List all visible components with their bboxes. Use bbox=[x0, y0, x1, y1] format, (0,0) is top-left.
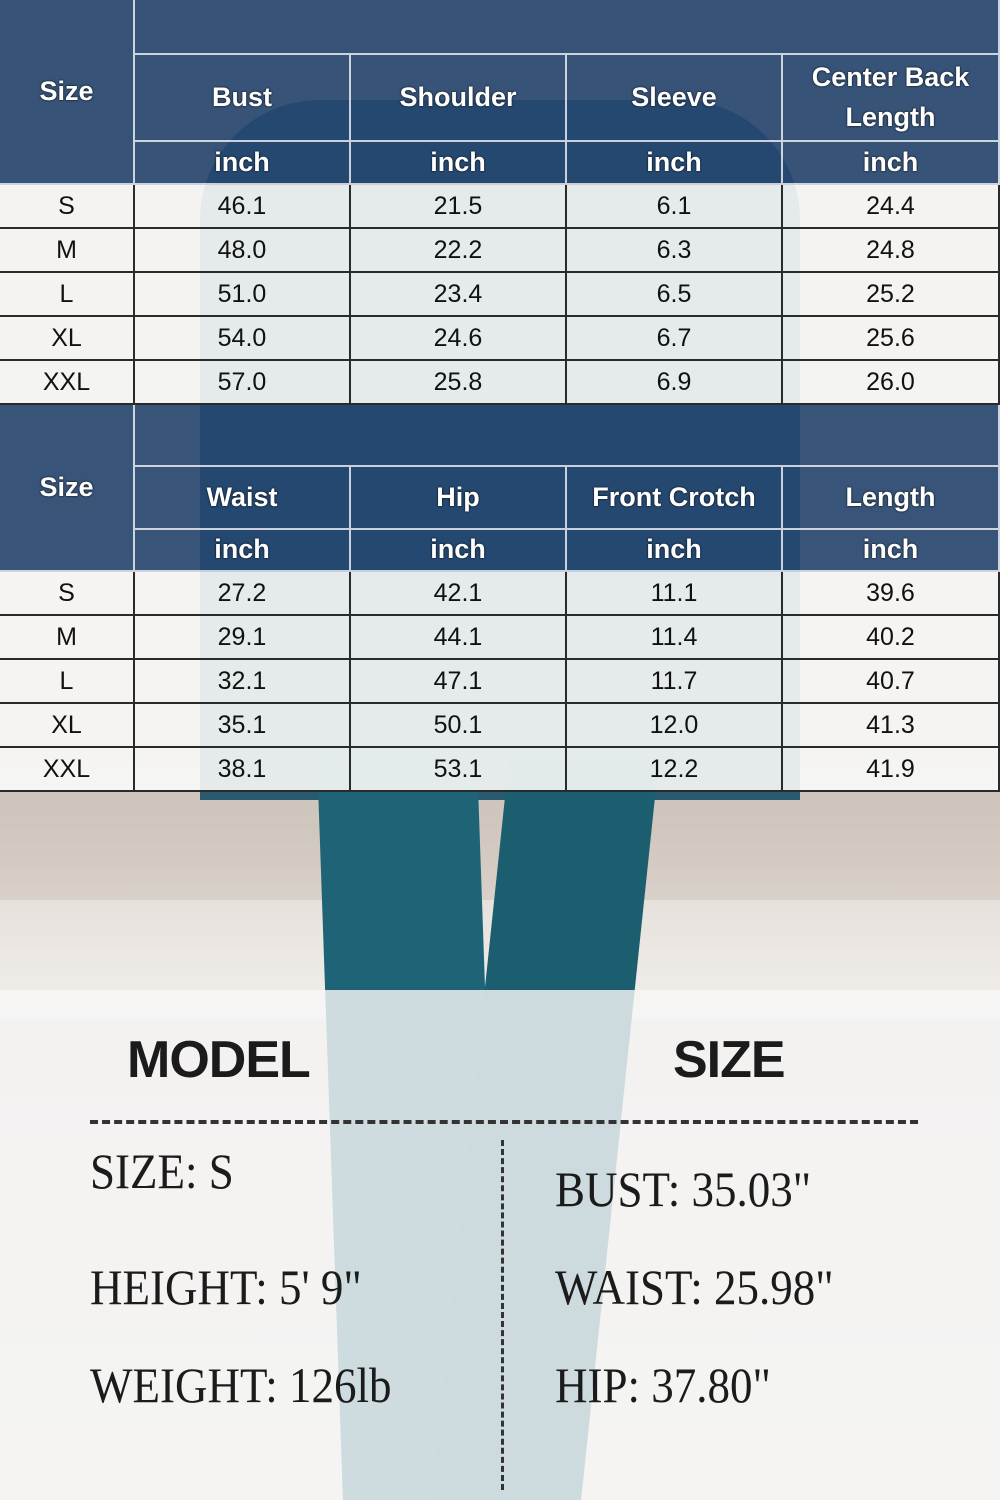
horizontal-divider bbox=[90, 1120, 918, 1124]
measurement-cell: 32.1 bbox=[135, 660, 351, 704]
measurement-cell: 41.9 bbox=[783, 748, 1000, 792]
size-title: SIZE bbox=[673, 1031, 786, 1089]
unit-label: inch bbox=[567, 142, 783, 185]
measurement-cell: 6.3 bbox=[567, 229, 783, 273]
measurement-cell: 11.1 bbox=[567, 572, 783, 616]
unit-label: inch bbox=[351, 142, 567, 185]
measurement-cell: 35.1 bbox=[135, 704, 351, 748]
size-cell: XL bbox=[0, 317, 135, 361]
column-header: Length bbox=[783, 467, 1000, 530]
bottom-size-table: Size Waist inch Hip inch Front Crotch inch Leng… bbox=[0, 405, 1000, 792]
size-cell: S bbox=[0, 572, 135, 616]
header-blank-band bbox=[135, 405, 1000, 467]
header-blank-band bbox=[135, 0, 1000, 55]
unit-label: inch bbox=[783, 530, 1000, 572]
model-size: SIZE: S bbox=[90, 1143, 234, 1199]
column-header: Center Back Length bbox=[783, 55, 1000, 142]
size-cell: XL bbox=[0, 704, 135, 748]
measurement-cell: 12.0 bbox=[567, 704, 783, 748]
size-cell: S bbox=[0, 185, 135, 229]
model-waist: WAIST: 25.98" bbox=[555, 1259, 834, 1315]
unit-label: inch bbox=[783, 142, 1000, 185]
unit-label: inch bbox=[567, 530, 783, 572]
size-cell: M bbox=[0, 229, 135, 273]
measurement-cell: 25.2 bbox=[783, 273, 1000, 317]
measurement-cell: 51.0 bbox=[135, 273, 351, 317]
measurement-cell: 23.4 bbox=[351, 273, 567, 317]
model-title: MODEL bbox=[127, 1031, 311, 1089]
size-cell: L bbox=[0, 660, 135, 704]
measurement-cell: 22.2 bbox=[351, 229, 567, 273]
measurement-cell: 46.1 bbox=[135, 185, 351, 229]
measurement-cell: 24.8 bbox=[783, 229, 1000, 273]
measurement-cell: 24.6 bbox=[351, 317, 567, 361]
column-header: Waist bbox=[135, 467, 351, 530]
column-header: Hip bbox=[351, 467, 567, 530]
measurement-cell: 29.1 bbox=[135, 616, 351, 660]
measurement-cell: 54.0 bbox=[135, 317, 351, 361]
model-weight: WEIGHT: 126lb bbox=[90, 1357, 392, 1413]
measurement-cell: 44.1 bbox=[351, 616, 567, 660]
top-size-table: Size Bust inch Shoulder inch Sleeve inch Center… bbox=[0, 0, 1000, 405]
measurement-cell: 26.0 bbox=[783, 361, 1000, 405]
size-cell: XXL bbox=[0, 748, 135, 792]
model-hip: HIP: 37.80" bbox=[555, 1357, 771, 1413]
measurement-cell: 21.5 bbox=[351, 185, 567, 229]
size-cell: XXL bbox=[0, 361, 135, 405]
size-header: Size bbox=[0, 405, 135, 572]
measurement-cell: 38.1 bbox=[135, 748, 351, 792]
measurement-cell: 50.1 bbox=[351, 704, 567, 748]
unit-label: inch bbox=[351, 530, 567, 572]
column-header: Shoulder bbox=[351, 55, 567, 142]
measurement-cell: 27.2 bbox=[135, 572, 351, 616]
measurement-cell: 6.9 bbox=[567, 361, 783, 405]
model-height: HEIGHT: 5' 9" bbox=[90, 1259, 362, 1315]
size-header: Size bbox=[0, 0, 135, 185]
measurement-cell: 24.4 bbox=[783, 185, 1000, 229]
column-header: Bust bbox=[135, 55, 351, 142]
measurement-cell: 6.7 bbox=[567, 317, 783, 361]
measurement-cell: 40.2 bbox=[783, 616, 1000, 660]
column-header: Sleeve bbox=[567, 55, 783, 142]
unit-label: inch bbox=[135, 530, 351, 572]
column-header: Front Crotch bbox=[567, 467, 783, 530]
measurement-cell: 25.6 bbox=[783, 317, 1000, 361]
model-bust: BUST: 35.03" bbox=[555, 1161, 812, 1217]
measurement-cell: 12.2 bbox=[567, 748, 783, 792]
measurement-cell: 25.8 bbox=[351, 361, 567, 405]
measurement-cell: 6.5 bbox=[567, 273, 783, 317]
unit-label: inch bbox=[135, 142, 351, 185]
measurement-cell: 48.0 bbox=[135, 229, 351, 273]
measurement-cell: 47.1 bbox=[351, 660, 567, 704]
measurement-cell: 41.3 bbox=[783, 704, 1000, 748]
measurement-cell: 57.0 bbox=[135, 361, 351, 405]
vertical-divider bbox=[501, 1140, 504, 1490]
measurement-cell: 11.7 bbox=[567, 660, 783, 704]
model-info-panel bbox=[0, 990, 1000, 1500]
measurement-cell: 39.6 bbox=[783, 572, 1000, 616]
measurement-cell: 40.7 bbox=[783, 660, 1000, 704]
measurement-cell: 11.4 bbox=[567, 616, 783, 660]
measurement-cell: 42.1 bbox=[351, 572, 567, 616]
size-cell: L bbox=[0, 273, 135, 317]
measurement-cell: 6.1 bbox=[567, 185, 783, 229]
measurement-cell: 53.1 bbox=[351, 748, 567, 792]
size-cell: M bbox=[0, 616, 135, 660]
